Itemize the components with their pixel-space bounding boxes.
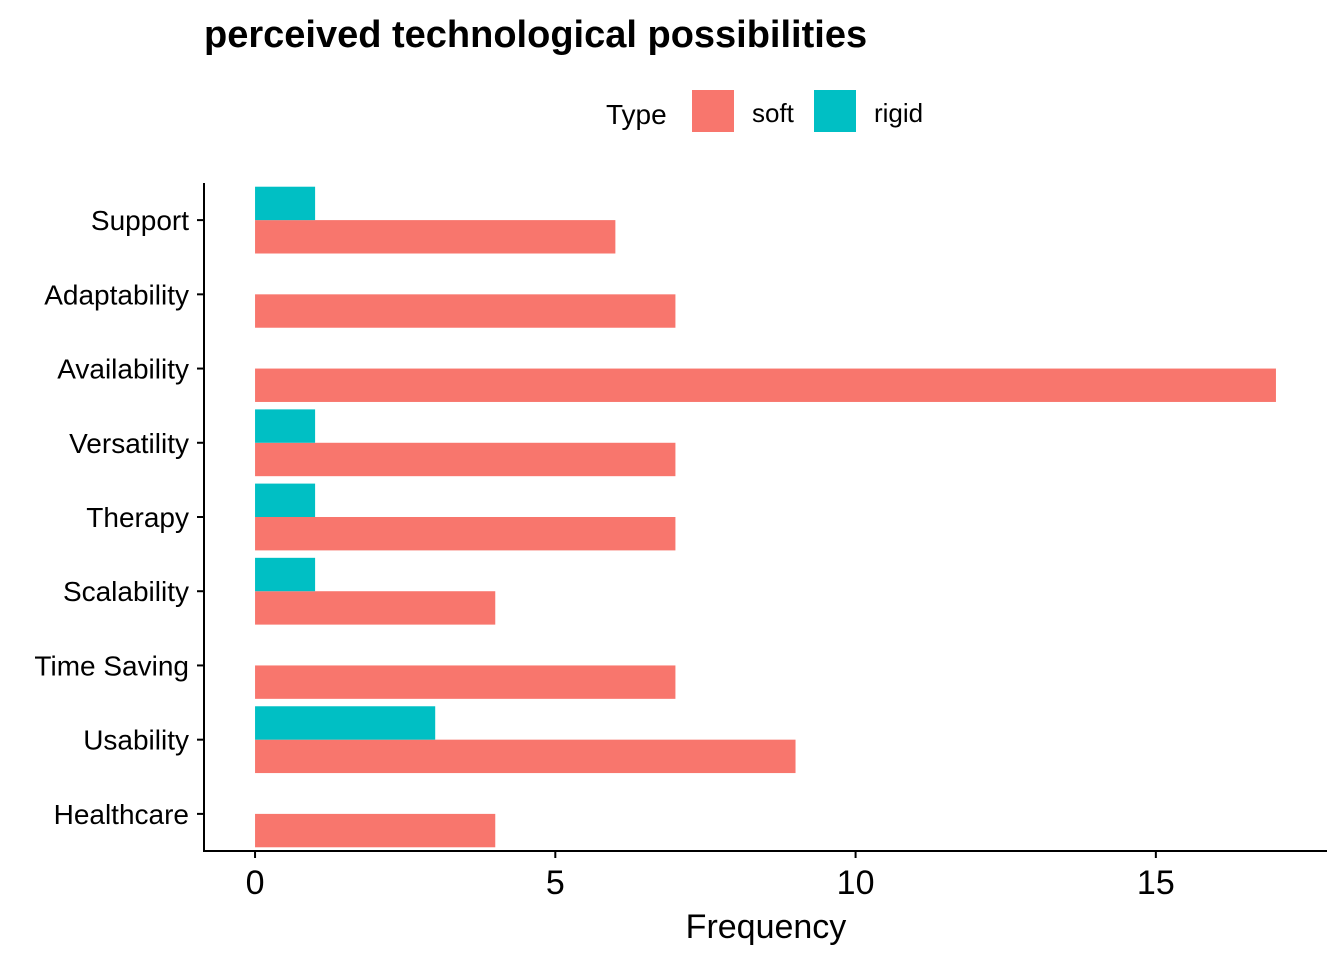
bar-soft-healthcare (255, 813, 496, 848)
y-tick-label: Scalability (63, 576, 189, 607)
bars (255, 186, 1276, 848)
legend-label-soft: soft (752, 98, 795, 128)
bar-rigid-usability (255, 706, 436, 740)
y-tick-label: Adaptability (44, 279, 189, 310)
y-tick-label: Time Saving (34, 650, 189, 681)
bar-soft-availability (255, 368, 1276, 402)
bar-rigid-support (255, 186, 316, 221)
bar-soft-scalability (255, 591, 496, 625)
chart-title: perceived technological possibilities (204, 14, 867, 56)
x-axis-label: Frequency (686, 908, 847, 946)
bar-soft-support (255, 220, 616, 254)
bar-soft-adaptability (255, 294, 676, 328)
y-tick-label: Therapy (86, 502, 189, 533)
y-tick-label: Healthcare (54, 799, 189, 830)
x-tick-label: 15 (1137, 864, 1175, 902)
legend: Type soft rigid (606, 90, 923, 132)
axes: Support Adaptability Availability Versatili… (34, 183, 1327, 902)
x-tick-label: 5 (546, 864, 565, 902)
bar-rigid-therapy (255, 483, 316, 517)
legend-swatch-rigid (814, 90, 856, 132)
bar-soft-versatility (255, 442, 676, 477)
bar-soft-therapy (255, 517, 676, 551)
y-tick-label: Usability (83, 725, 189, 756)
y-tick-label: Availability (57, 354, 189, 385)
legend-swatch-soft (692, 90, 734, 132)
bar-soft-usability (255, 739, 796, 774)
y-tick-label: Support (91, 205, 189, 236)
legend-label-rigid: rigid (874, 98, 923, 128)
bar-rigid-scalability (255, 557, 316, 592)
legend-title: Type (606, 99, 667, 130)
x-tick-label: 0 (246, 864, 265, 902)
bar-soft-time-saving (255, 665, 676, 699)
y-tick-label: Versatility (69, 428, 189, 459)
bar-rigid-versatility (255, 409, 316, 443)
x-tick-label: 10 (837, 864, 875, 902)
